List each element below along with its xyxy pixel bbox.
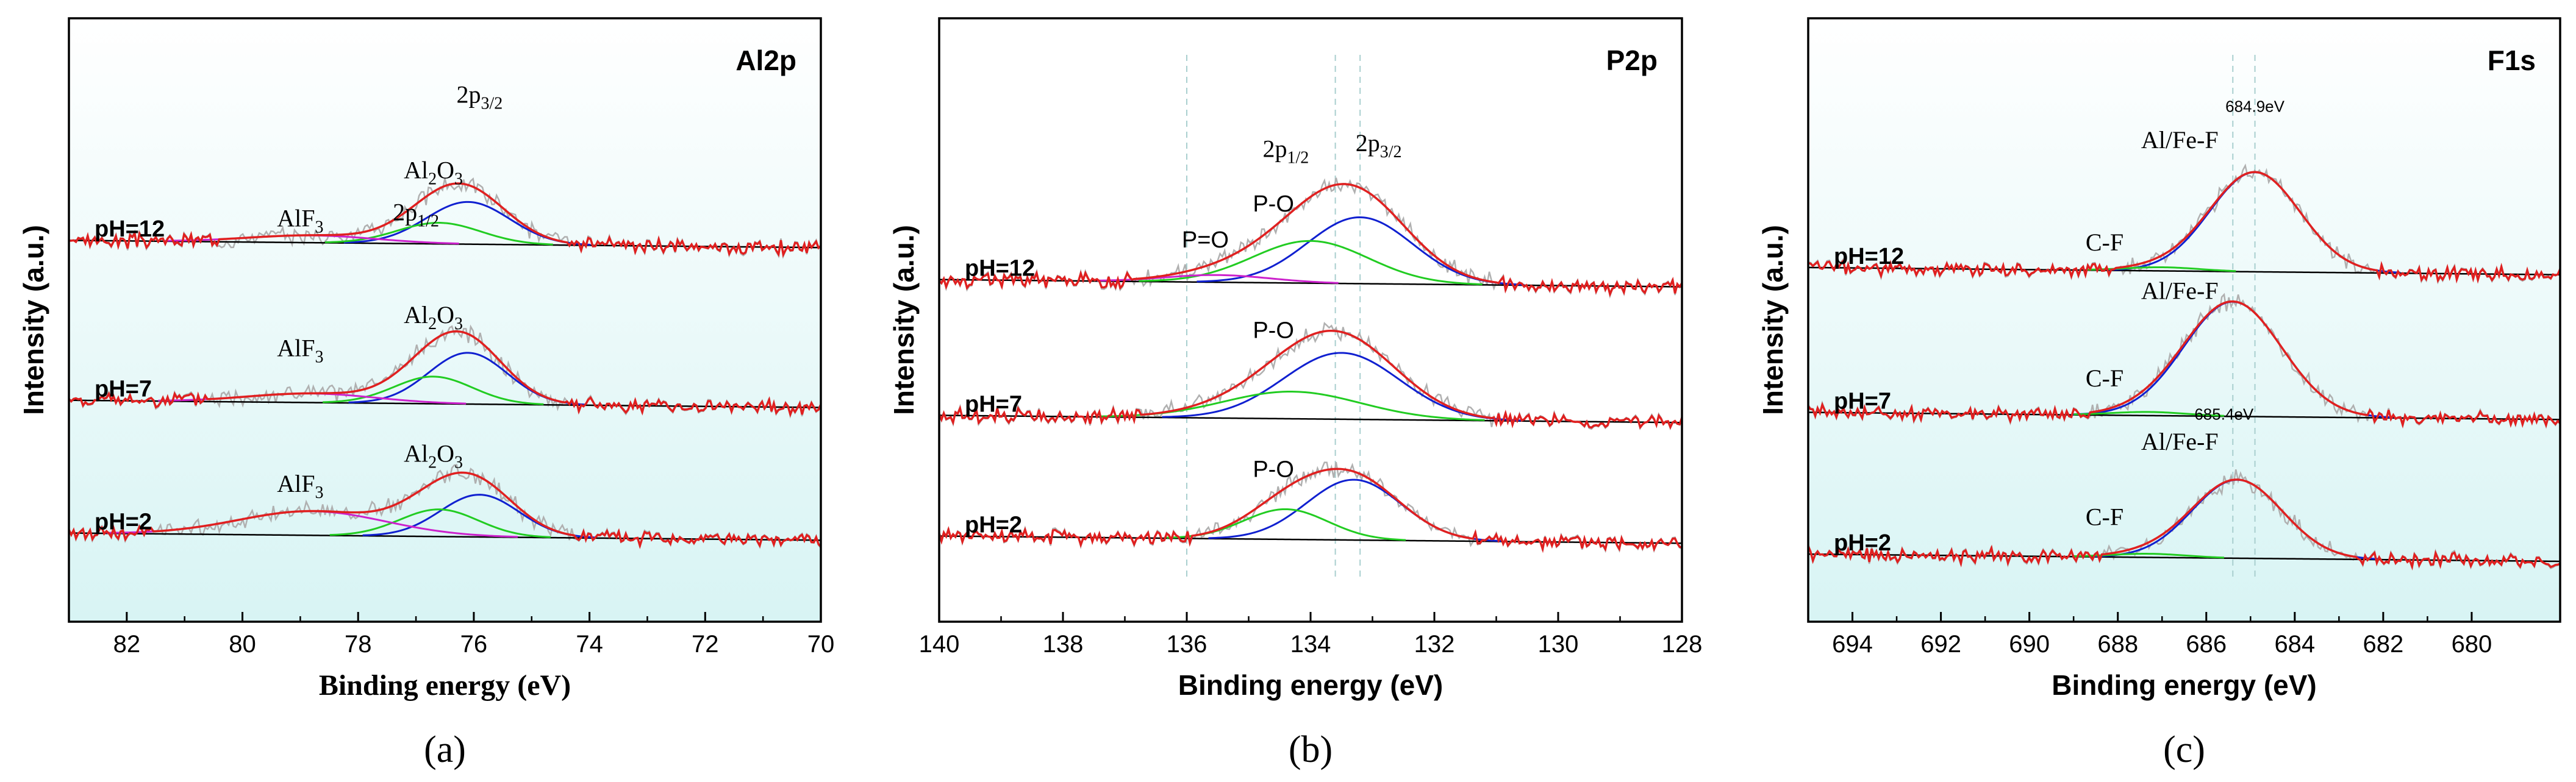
x-tick-label: 78 <box>345 631 372 658</box>
y-axis-label: Intensity (a.u.) <box>18 225 49 415</box>
spectrum-ph-12: pH=12 <box>1808 163 2561 285</box>
peak-annotation: P=O <box>1182 227 1229 253</box>
panel-title: Al2p <box>735 44 796 76</box>
spectrum-ph-12: pH=12 <box>938 177 1683 299</box>
panel-title: P2p <box>1606 44 1658 76</box>
panel-f1s: pH=12 pH=7 pH=2 684.9eV Al/Fe-F C-F Al/Fe-F C-F… <box>1757 17 2561 770</box>
plot-frame <box>1807 17 2561 623</box>
sample-label: pH=2 <box>965 512 1022 538</box>
peak-annotation: Al2O3 <box>404 301 463 333</box>
sample-label: pH=2 <box>95 509 152 535</box>
sample-label: pH=12 <box>1834 244 1904 269</box>
x-tick-label: 686 <box>2186 631 2227 658</box>
x-tick-label: 138 <box>1043 631 1084 658</box>
x-tick-label: 140 <box>919 631 960 658</box>
x-tick-label: 690 <box>2009 631 2050 658</box>
peak-annotation: C-F <box>2086 503 2123 531</box>
peak-annotation: 2p1/2 <box>393 199 439 231</box>
background-line <box>939 535 1683 544</box>
fit-envelope-line <box>938 329 1683 430</box>
x-tick-label: 72 <box>692 631 719 658</box>
panel-letter: (a) <box>424 729 466 770</box>
plot-background <box>1808 18 2560 622</box>
fit-envelope-line <box>68 330 822 418</box>
spectrum-ph-7: pH=7 <box>68 324 822 419</box>
x-tick-label: 688 <box>2097 631 2138 658</box>
x-tick-label: 694 <box>1832 631 1873 658</box>
peak-annotation: Al2O3 <box>404 440 463 472</box>
plot-background <box>939 18 1682 622</box>
peak-annotation: C-F <box>2086 229 2123 256</box>
fit-envelope-line <box>938 183 1683 297</box>
fit-envelope-line <box>1807 300 2561 429</box>
sample-label: pH=2 <box>1834 530 1891 556</box>
x-tick-label: 680 <box>2452 631 2492 658</box>
sample-label: pH=7 <box>95 377 152 402</box>
plot-frame <box>68 17 822 623</box>
peak-annotation: 2p3/2 <box>457 81 503 113</box>
sample-label: pH=7 <box>965 391 1022 417</box>
peak-annotation: Al/Fe-F <box>2141 428 2219 455</box>
spectrum-ph-2: pH=2 <box>68 464 822 550</box>
fit-envelope-line <box>68 182 822 258</box>
panel-letter: (b) <box>1289 729 1333 770</box>
fit-envelope-line <box>1808 171 2561 284</box>
peak-annotation: 2p1/2 <box>1263 135 1309 168</box>
x-tick-label: 74 <box>576 631 603 658</box>
component-c-f <box>2073 411 2225 417</box>
peak-annotation: C-F <box>2086 364 2123 392</box>
spectrum-ph-12: pH=12 <box>68 177 822 260</box>
fit-envelope-line <box>68 471 822 549</box>
peak-annotation: P-O <box>1253 318 1294 344</box>
x-tick-label: 136 <box>1167 631 1208 658</box>
plot-background <box>69 18 821 622</box>
peak-annotation: 684.9eV <box>2225 97 2285 115</box>
x-tick-label: 128 <box>1662 631 1703 658</box>
x-axis-label: Binding energy (eV) <box>2052 669 2316 701</box>
fit-envelope-line <box>1807 478 2561 571</box>
component-2p1-2 <box>324 222 553 246</box>
x-axis-label: Binding energy (eV) <box>1178 669 1443 701</box>
component-2p1-2 <box>323 375 544 405</box>
peak-annotation: 2p3/2 <box>1356 129 1402 162</box>
x-tick-label: 82 <box>113 631 141 658</box>
peak-annotation: P-O <box>1253 457 1294 482</box>
component-2p1-2 <box>329 508 551 538</box>
peak-annotation: AlF3 <box>277 205 323 237</box>
y-axis-label: Intensity (a.u.) <box>1757 225 1789 415</box>
panel-p2p: pH=12 pH=7 pH=2 2p1/2 2p3/2 P-O P=O P-O P-O 140 13… <box>888 17 1703 770</box>
x-tick-label: 130 <box>1538 631 1579 658</box>
y-axis-label: Intensity (a.u.) <box>888 225 920 415</box>
x-tick-label: 76 <box>460 631 488 658</box>
x-tick-label: 134 <box>1290 631 1331 658</box>
sample-label: pH=7 <box>1834 388 1891 414</box>
sample-label: pH=12 <box>95 216 165 242</box>
component-2p3-2 <box>1162 352 1522 422</box>
panel-letter: (c) <box>2163 729 2205 770</box>
peak-annotation: Al2O3 <box>404 156 463 188</box>
peak-annotation: AlF3 <box>277 334 323 366</box>
x-tick-label: 80 <box>229 631 256 658</box>
peak-annotation: Al/Fe-F <box>2141 277 2219 304</box>
peak-annotation: AlF3 <box>277 470 323 502</box>
peak-annotation: 685.4eV <box>2194 405 2254 423</box>
panel-al2p: pH=12 pH=7 pH=2 2p3/2 Al2O3 2p1/2 AlF3 Al2O3 AlF… <box>18 17 835 770</box>
spectrum-ph-2: pH=2 <box>938 461 1683 553</box>
peak-annotation: P-O <box>1253 191 1294 217</box>
x-tick-label: 70 <box>807 631 835 658</box>
spectrum-ph-7: pH=7 <box>1807 293 2561 430</box>
spectrum-ph-2: pH=2 <box>1807 469 2561 571</box>
sample-label: pH=12 <box>965 256 1035 282</box>
spectrum-ph-7: pH=7 <box>938 322 1683 431</box>
x-tick-label: 682 <box>2363 631 2404 658</box>
x-tick-label: 692 <box>1920 631 1961 658</box>
peak-annotation: Al/Fe-F <box>2141 126 2219 154</box>
fit-envelope-line <box>938 467 1683 553</box>
x-axis-label: Binding energy (eV) <box>319 669 571 702</box>
x-tick-label: 132 <box>1414 631 1455 658</box>
panel-title: F1s <box>2488 44 2536 76</box>
x-tick-label: 684 <box>2274 631 2315 658</box>
